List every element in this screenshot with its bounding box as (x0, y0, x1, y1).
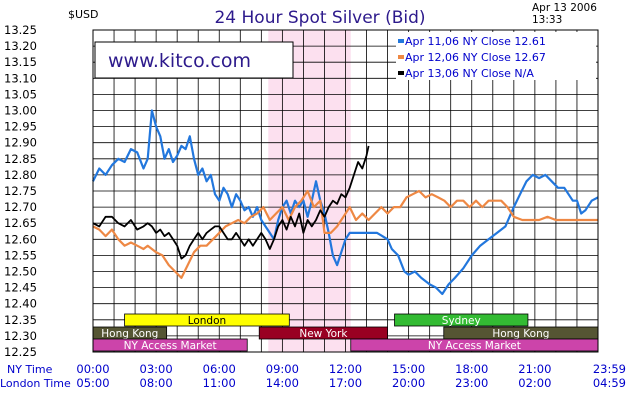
legend-swatch (398, 39, 404, 43)
ny-time-tick-label: 06:00 (203, 362, 236, 376)
y-tick-label: 12.25 (4, 345, 37, 359)
legend-swatch (398, 71, 404, 75)
y-tick-label: 13.05 (4, 87, 37, 101)
session-label: Hong Kong (492, 328, 549, 340)
y-axis-unit-label: $USD (68, 8, 99, 21)
legend: Apr 11,06 NY Close 12.61 Apr 12,06 NY Clo… (396, 32, 596, 80)
legend-entry: Apr 11,06 NY Close 12.61 (405, 35, 546, 48)
session-label: Sydney (442, 315, 481, 327)
ny-time-tick-label: 09:00 (266, 362, 299, 376)
legend-entry: Apr 12,06 NY Close 12.67 (405, 51, 546, 64)
ny-time-tick-label: 12:00 (329, 362, 362, 376)
y-tick-label: 12.55 (4, 248, 37, 262)
session-label: NY Access Market (124, 340, 217, 352)
price-series (92, 109, 599, 296)
y-tick-label: 12.85 (4, 152, 37, 166)
y-tick-label: 12.75 (4, 184, 37, 198)
series-line (92, 189, 598, 279)
ny-time-tick-label: 03:00 (140, 362, 173, 376)
session-label: New York (299, 328, 348, 340)
ny-time-row-label: NY Time (7, 363, 53, 376)
legend-swatch (398, 55, 404, 59)
london-time-tick-label: 23:00 (455, 376, 488, 390)
series-line (92, 109, 599, 296)
ny-time-tick-label: 00:00 (76, 362, 109, 376)
y-tick-label: 12.45 (4, 281, 37, 295)
london-time-row-label: London Time (0, 377, 71, 390)
y-tick-label: 13.15 (4, 55, 37, 69)
session-label: London (188, 315, 227, 327)
date-stamp: Apr 13 2006 (532, 2, 597, 14)
y-tick-label: 13.00 (4, 104, 37, 118)
plot-frame (92, 29, 599, 353)
y-tick-label: 12.65 (4, 216, 37, 230)
london-time-tick-label: 05:00 (76, 376, 109, 390)
y-tick-label: 13.25 (4, 23, 37, 37)
x-axis-ticks: 00:00 03:00 06:00 09:00 12:00 15:00 18:00 21:00… (76, 362, 626, 390)
session-bar (394, 313, 529, 327)
ny-time-tick-label: 23:59 (593, 362, 626, 376)
series-line (92, 145, 370, 260)
london-time-tick-label: 17:00 (329, 376, 362, 390)
y-tick-label: 13.20 (4, 39, 37, 53)
london-time-tick-label: 08:00 (140, 376, 173, 390)
ny-time-tick-label: 18:00 (455, 362, 488, 376)
ny-time-tick-label: 15:00 (392, 362, 425, 376)
y-tick-label: 12.50 (4, 265, 37, 279)
session-bar (124, 313, 290, 327)
session-label: NY Access Market (428, 340, 521, 352)
y-tick-label: 12.35 (4, 313, 37, 327)
y-axis-ticks: 13.25 13.20 13.15 13.10 13.05 13.00 12.95 12.90… (4, 23, 37, 359)
session-bar (258, 326, 388, 340)
legend-background (396, 32, 596, 80)
session-label: Hong Kong (101, 328, 158, 340)
ny-time-tick-label: 21:00 (518, 362, 551, 376)
y-tick-label: 12.90 (4, 136, 37, 150)
london-time-tick-label: 20:00 (392, 376, 425, 390)
chart-title: 24 Hour Spot Silver (Bid) (214, 8, 425, 28)
london-time-tick-label: 11:00 (203, 376, 236, 390)
london-time-tick-label: 14:00 (266, 376, 299, 390)
y-tick-label: 12.30 (4, 329, 37, 343)
y-tick-label: 13.10 (4, 71, 37, 85)
london-time-tick-label: 04:59 (593, 376, 626, 390)
y-tick-label: 12.40 (4, 297, 37, 311)
watermark-text: www.kitco.com (108, 50, 251, 72)
y-tick-label: 12.60 (4, 232, 37, 246)
y-tick-label: 12.95 (4, 120, 37, 134)
time-stamp: 13:33 (532, 14, 562, 26)
y-tick-label: 12.70 (4, 200, 37, 214)
legend-entry: Apr 13,06 NY Close N/A (405, 67, 534, 80)
london-time-tick-label: 02:00 (518, 376, 551, 390)
watermark-box: www.kitco.com (94, 41, 294, 79)
y-tick-label: 12.80 (4, 168, 37, 182)
